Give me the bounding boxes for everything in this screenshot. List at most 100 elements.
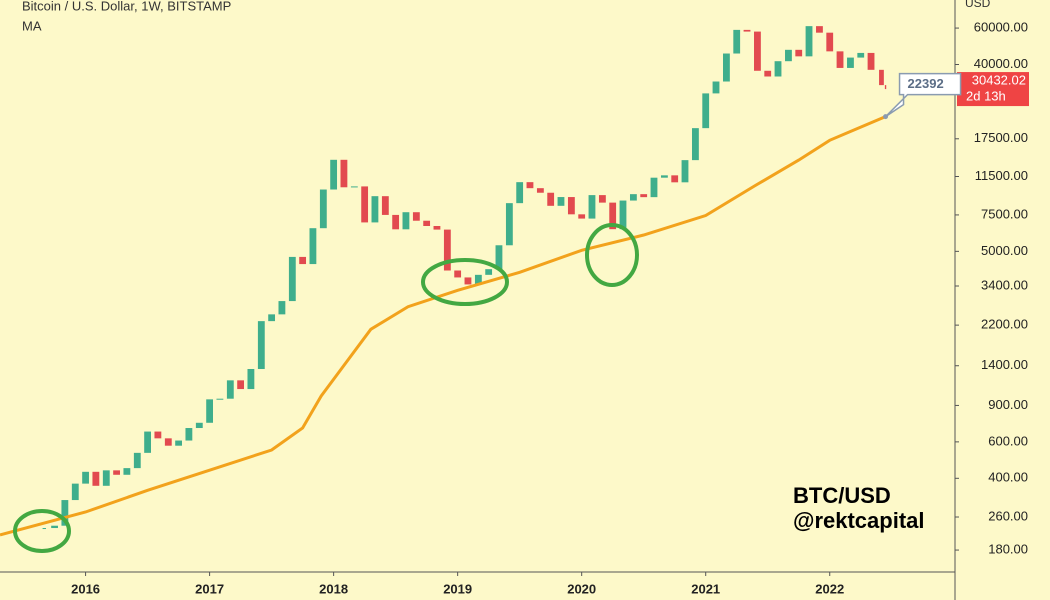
x-tick-label: 2019	[443, 581, 472, 596]
candle	[712, 81, 720, 94]
candle	[392, 214, 400, 230]
candle	[42, 528, 46, 530]
candle	[268, 314, 276, 322]
plot-area	[0, 26, 887, 537]
candle	[61, 500, 69, 526]
candle	[723, 53, 730, 82]
candle	[319, 189, 327, 229]
candle	[257, 321, 265, 370]
candle	[505, 203, 513, 246]
candle	[309, 228, 317, 265]
candle	[350, 186, 358, 188]
countdown-label: 2d 13h	[966, 89, 1006, 104]
candle	[526, 182, 534, 189]
x-tick-label: 2022	[815, 581, 844, 596]
price-label-box	[957, 72, 1029, 107]
candle	[660, 175, 668, 178]
candle	[795, 49, 803, 57]
x-tick-label: 2018	[319, 581, 348, 596]
y-tick-label: 2200.00	[981, 317, 1028, 332]
candle	[288, 256, 296, 302]
x-tick-label: 2020	[567, 581, 596, 596]
y-tick-label: 5000.00	[981, 243, 1028, 258]
candle	[164, 438, 172, 446]
candle	[650, 177, 658, 198]
candle	[433, 225, 441, 230]
candle	[454, 270, 462, 278]
candle	[443, 229, 451, 271]
candle	[867, 52, 875, 70]
candle	[381, 196, 389, 215]
x-tick-label: 2016	[71, 581, 100, 596]
candle	[278, 301, 286, 315]
candle	[102, 470, 110, 486]
candle	[474, 274, 482, 285]
y-tick-label: 1400.00	[981, 357, 1028, 372]
chart-title: Bitcoin / U.S. Dollar, 1W, BITSTAMP	[22, 0, 231, 13]
candle	[175, 440, 182, 446]
candle	[226, 380, 234, 399]
candle	[206, 399, 214, 423]
candle	[857, 52, 865, 58]
ma-point	[883, 114, 889, 120]
candle	[423, 220, 431, 226]
ma-callout	[885, 72, 962, 118]
candle	[609, 202, 617, 230]
candle	[71, 483, 79, 501]
candle	[826, 32, 834, 52]
indicator-label: MA	[22, 18, 42, 33]
y-tick-label: 17500.00	[974, 130, 1028, 145]
y-tick-label: 900.00	[988, 397, 1028, 412]
y-tick-label: 7500.00	[981, 206, 1028, 221]
candle	[879, 69, 884, 86]
candle	[154, 431, 162, 439]
candle	[847, 57, 854, 68]
candle	[743, 29, 751, 32]
candle	[299, 256, 307, 265]
ma-value-label: 22392	[908, 76, 944, 91]
candle	[619, 200, 627, 230]
candle	[836, 51, 844, 68]
axis-unit: USD	[965, 0, 991, 10]
candle	[216, 398, 224, 400]
candle	[557, 197, 565, 206]
candle	[485, 269, 493, 275]
candle	[113, 470, 120, 475]
candle	[536, 188, 544, 193]
y-tick-label: 60000.00	[974, 20, 1028, 35]
candle	[402, 212, 410, 230]
candle	[133, 452, 141, 469]
candle	[247, 369, 255, 390]
candle	[144, 431, 151, 453]
candle	[805, 26, 813, 57]
candle	[340, 159, 348, 188]
last-price-label: 30432.02	[972, 73, 1026, 88]
highlight-circle	[421, 258, 509, 306]
y-tick-label: 3400.00	[981, 277, 1028, 292]
candle	[598, 195, 606, 203]
watermark: @rektcapital	[793, 508, 925, 533]
candle	[547, 192, 555, 206]
candle	[629, 194, 637, 201]
y-tick-label: 260.00	[988, 508, 1028, 523]
candle	[681, 160, 689, 183]
moving-average-line	[0, 115, 887, 537]
highlight-circle	[585, 223, 639, 287]
watermark: BTC/USD	[793, 483, 891, 508]
candle	[733, 29, 741, 54]
candle	[785, 49, 792, 62]
candle	[816, 26, 823, 33]
candle	[774, 61, 782, 77]
y-tick-label: 40000.00	[974, 56, 1028, 71]
y-tick-label: 11500.00	[975, 168, 1028, 183]
candle	[361, 186, 369, 223]
candle	[185, 428, 193, 441]
candle	[82, 471, 89, 484]
y-tick-label: 600.00	[988, 433, 1028, 448]
candle	[884, 85, 887, 90]
y-tick-label: 180.00	[988, 541, 1028, 556]
candle	[371, 196, 379, 223]
candle	[123, 468, 131, 475]
